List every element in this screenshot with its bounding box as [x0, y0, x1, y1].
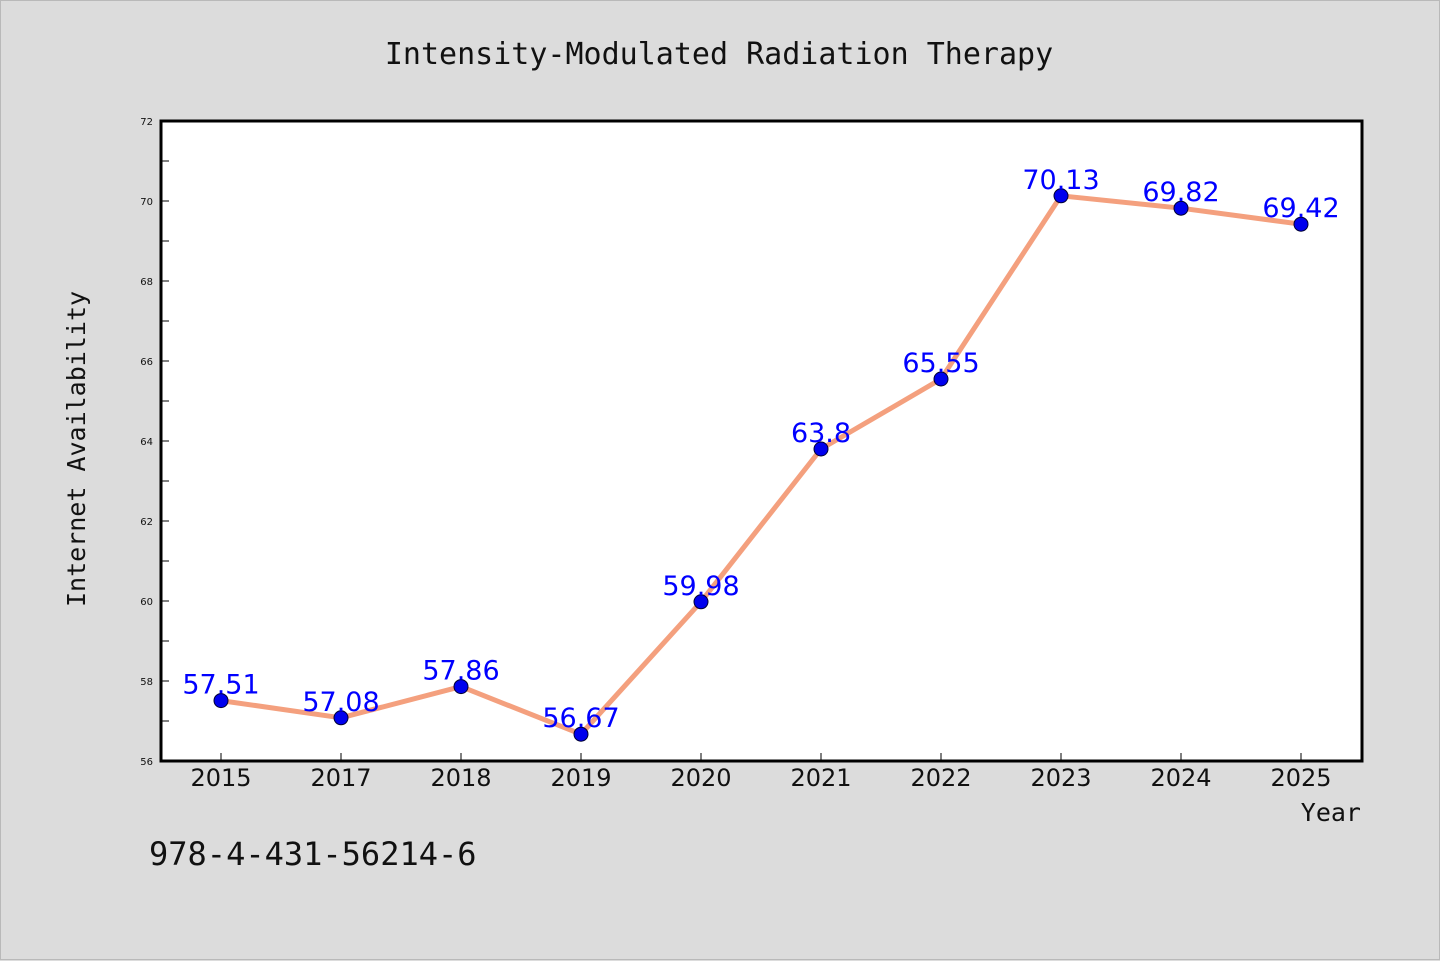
data-label: 57.86: [422, 656, 499, 687]
y-axis: 56 58 60 62 64 66 68 70 72: [140, 117, 169, 768]
data-label: 70.13: [1022, 165, 1099, 196]
series-line: [218, 193, 1304, 737]
data-label: 56.67: [542, 703, 619, 734]
data-point: [1053, 188, 1069, 204]
data-point: [573, 726, 589, 742]
data-labels: 57.51 57.08 57.86 56.67 59.98 63.8 65.55 70.13 6…: [182, 165, 1339, 734]
y-tick-label: 60: [140, 597, 153, 608]
y-tick-label: 56: [140, 757, 153, 768]
x-axis-label: Year: [1301, 798, 1361, 827]
data-point: [453, 679, 469, 695]
y-tick-label: 72: [140, 117, 153, 128]
y-tick-label: 66: [140, 357, 153, 368]
x-tick-label: 2020: [670, 764, 731, 792]
x-axis: 2015 2017 2018 2019 2020 2021 2022 2023 2024 2025: [190, 753, 1332, 792]
chart-title: Intensity-Modulated Radiation Therapy: [385, 37, 1053, 72]
y-axis-label: Internet Availability: [62, 291, 91, 607]
data-label: 57.08: [302, 687, 379, 718]
x-tick-label: 2024: [1150, 764, 1211, 792]
data-point: [813, 441, 829, 457]
x-tick-label: 2018: [430, 764, 491, 792]
x-tick-label: 2017: [310, 764, 371, 792]
data-point: [213, 693, 229, 709]
y-tick-label: 70: [140, 197, 153, 208]
y-tick-label: 58: [140, 677, 153, 688]
x-tick-label: 2022: [910, 764, 971, 792]
data-label: 69.82: [1142, 177, 1219, 208]
data-label: 65.55: [902, 348, 979, 379]
x-tick-label: 2015: [190, 764, 251, 792]
y-tick-label: 68: [140, 277, 153, 288]
data-point: [1173, 200, 1189, 216]
x-tick-label: 2023: [1030, 764, 1091, 792]
y-tick-label: 64: [140, 437, 153, 448]
data-label: 69.42: [1262, 193, 1339, 224]
x-tick-label: 2025: [1270, 764, 1331, 792]
data-label: 57.51: [182, 670, 259, 701]
data-label: 59.98: [662, 571, 739, 602]
data-points: [213, 188, 1309, 742]
data-point: [333, 710, 349, 726]
x-tick-label: 2019: [550, 764, 611, 792]
x-tick-label: 2021: [790, 764, 851, 792]
data-point: [933, 371, 949, 387]
y-tick-label: 62: [140, 517, 153, 528]
data-label: 63.8: [791, 418, 851, 449]
plot-area: [159, 119, 1364, 763]
annotation-text: 978-4-431-56214-6: [149, 835, 477, 873]
data-point: [1293, 216, 1309, 232]
data-point: [693, 594, 709, 610]
